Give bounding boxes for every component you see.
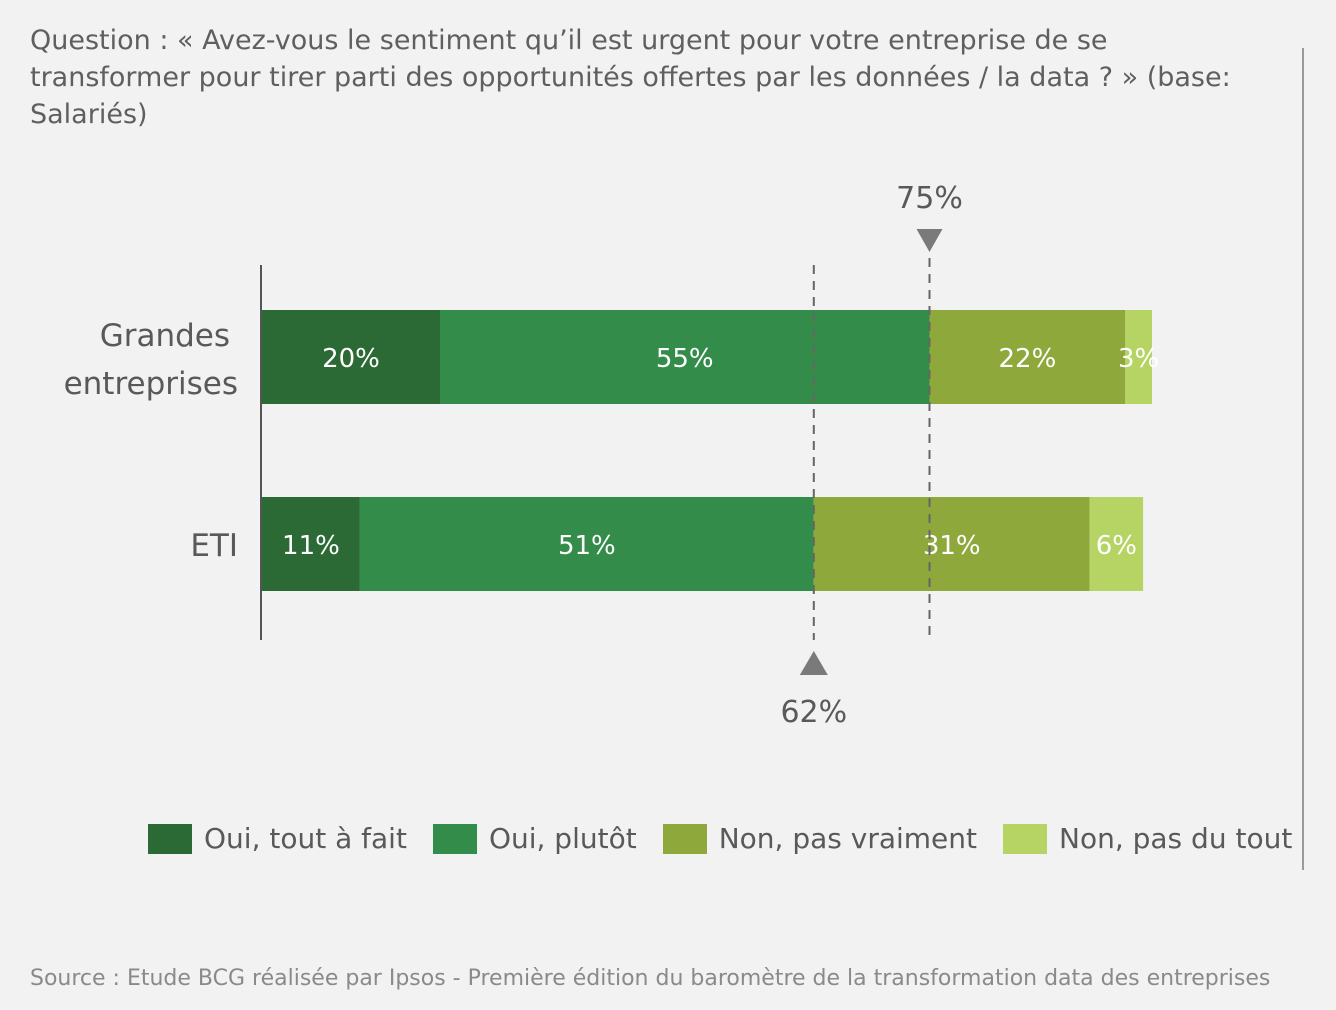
triangle-up-marker [799,651,828,675]
legend-label: Non, pas vraiment [718,822,977,855]
data-label-eti-oui-tout-a-fait: 11% [282,531,340,561]
data-label-grandes-entreprises-non-pas-du-tout: 3% [1118,344,1159,374]
source-note: Source : Etude BCG réalisée par Ipsos - … [30,966,1271,991]
bar-eti-oui-plutot [359,497,814,591]
legend-swatch [662,823,707,854]
data-label-eti-non-pas-du-tout: 6% [1096,531,1137,561]
data-label-grandes-entreprises-oui-plutot: 55% [656,344,714,374]
legend-label: Oui, plutôt [488,822,637,855]
stacked-bar-chart: 20% 55% 22% 3% Grandes entreprises 11% 51% 31% 6%… [64,181,1160,730]
bar-eti-non-pas-du-tout [1089,497,1144,591]
data-label-grandes-entreprises-non-pas-vraiment: 22% [999,344,1057,374]
data-label-eti-oui-plutot: 51% [558,531,616,561]
legend-label: Oui, tout à fait [204,822,407,855]
bar-grandes-entreprises-non-pas-vraiment [929,310,1126,404]
category-label-grandes-entreprises: Grandes entreprises [64,318,238,402]
legend-item-non-pas-vraiment: Non, pas vraiment [662,822,977,855]
annotation-label-62: 62% [780,695,847,730]
triangle-down-marker [916,229,943,252]
legend-item-non-pas-du-tout: Non, pas du tout [1003,822,1292,855]
legend-item-oui-plutot: Oui, plutôt [432,822,637,855]
legend-label: Non, pas du tout [1059,822,1293,855]
bar-grandes-entreprises-oui-tout-a-fait [262,310,440,404]
bar-grandes-entreprises-non-pas-du-tout [1125,310,1152,404]
legend-swatch [432,823,477,854]
bar-eti-non-pas-vraiment [813,497,1090,591]
annotation-label-75: 75% [896,181,963,216]
chart-legend: Oui, tout à fait Oui, plutôt Non, pas vrai… [148,822,1318,855]
data-label-eti-non-pas-vraiment: 31% [923,531,981,561]
bar-grandes-entreprises-oui-plutot [440,310,930,404]
question-text: Question : « Avez-vous le sentiment qu’i… [30,25,1231,130]
legend-swatch [148,823,192,854]
legend-swatch [1003,823,1047,854]
category-label-eti: ETI [190,528,238,564]
data-label-grandes-entreprises-oui-tout-a-fait: 20% [322,344,380,374]
legend-item-oui-tout-a-fait: Oui, tout à fait [148,822,407,855]
right-divider [1302,48,1304,870]
bar-eti-oui-tout-a-fait [262,497,360,591]
